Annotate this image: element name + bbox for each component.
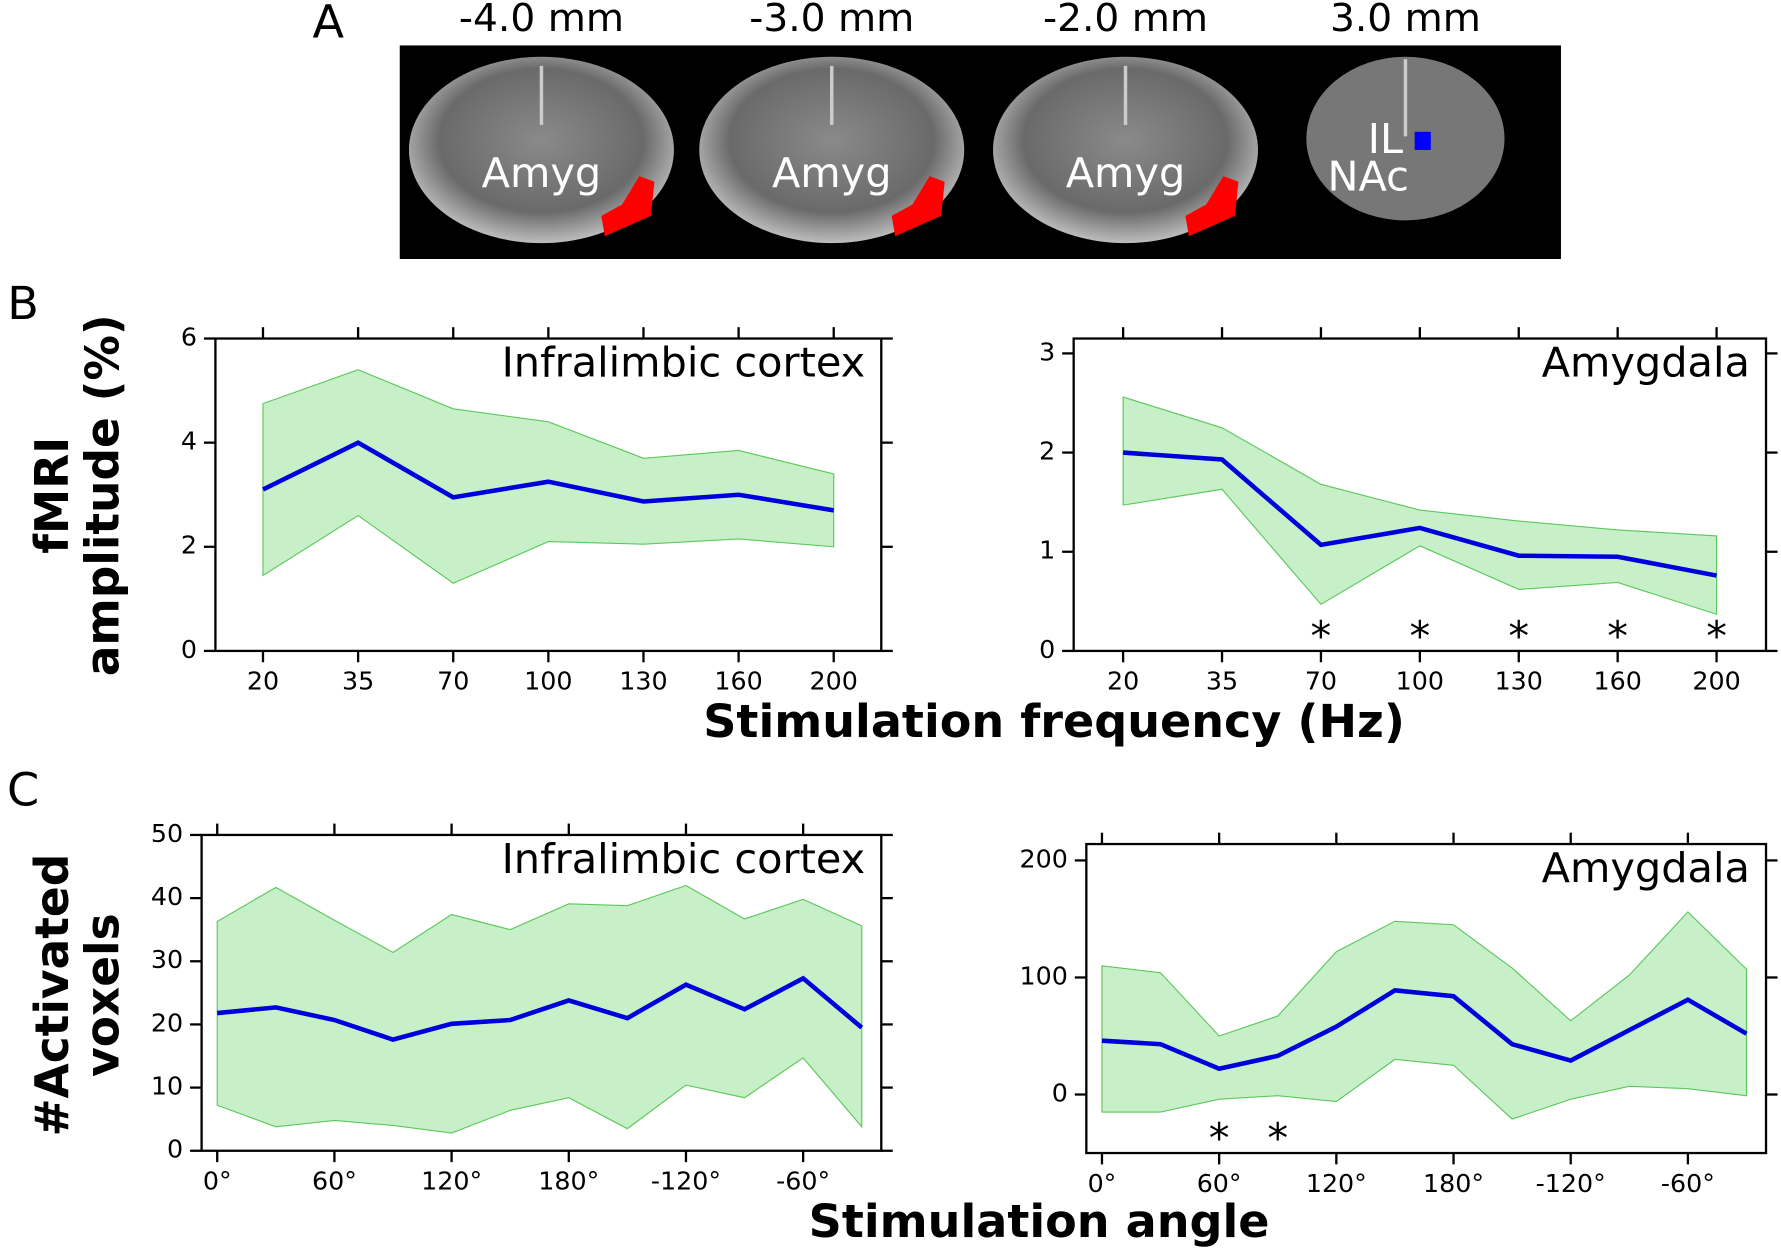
y-tick-label: 0 [181, 635, 197, 664]
y-axis-label: #Activated [26, 854, 79, 1137]
x-tick-label: -120° [651, 1167, 721, 1196]
slice-depth: -3.0 mm [749, 0, 914, 41]
brain-slice [1306, 56, 1505, 221]
region-highlight [1414, 131, 1431, 150]
y-tick-label: 4 [181, 427, 197, 456]
x-tick-label: 180° [538, 1167, 599, 1196]
region-label: NAc [1327, 153, 1408, 201]
plot-frame [214, 337, 883, 653]
y-tick-label: 50 [151, 819, 183, 848]
chart-title: Amygdala [1542, 339, 1750, 387]
region-highlight [891, 176, 945, 237]
y-tick-label: 10 [151, 1072, 183, 1101]
significance-mark: * [1508, 613, 1529, 661]
y-tick-label: 2 [181, 531, 197, 560]
y-tick-label: 6 [181, 323, 197, 352]
x-tick-label: 120° [1306, 1169, 1367, 1198]
y-tick-label: 2 [1039, 437, 1055, 466]
significance-mark: * [1607, 613, 1628, 661]
brain-slice [993, 56, 1258, 244]
mean-line [261, 440, 835, 513]
x-axis-label: Stimulation frequency (Hz) [703, 695, 1405, 748]
y-tick-label: 30 [151, 945, 183, 974]
panel-letter: A [313, 0, 345, 48]
slice-depth: -4.0 mm [459, 0, 624, 41]
significance-mark: * [1409, 613, 1430, 661]
error-band [1122, 396, 1718, 616]
x-tick-label: 100 [1396, 667, 1444, 696]
x-tick-label: 200 [810, 667, 858, 696]
plot-frame [1072, 337, 1768, 653]
x-tick-label: 130 [1495, 667, 1543, 696]
x-tick-label: 100 [524, 667, 572, 696]
y-tick-label: 1 [1039, 536, 1055, 565]
y-tick-label: 3 [1039, 338, 1055, 367]
mean-line [1101, 988, 1748, 1072]
significance-mark: * [1311, 613, 1332, 661]
x-tick-label: 60° [312, 1167, 357, 1196]
brain-slice [408, 56, 674, 244]
y-tick-label: 100 [1020, 962, 1068, 991]
x-tick-label: 35 [1206, 667, 1238, 696]
x-tick-label: 200 [1692, 667, 1740, 696]
error-band [1101, 911, 1748, 1120]
y-tick-label: 20 [151, 1009, 183, 1038]
region-label: Amyg [1066, 149, 1186, 197]
x-tick-label: 20 [1107, 667, 1139, 696]
chart-title: Infralimbic cortex [502, 339, 866, 387]
y-tick-label: 0 [1052, 1079, 1068, 1108]
x-tick-label: 160 [1593, 667, 1641, 696]
y-tick-label: 0 [167, 1135, 183, 1164]
chart-title: Amygdala [1542, 844, 1750, 892]
x-tick-label: -120° [1536, 1169, 1606, 1198]
mean-line [217, 975, 864, 1042]
y-axis-label: amplitude (%) [76, 314, 129, 676]
error-band [262, 369, 835, 584]
panel-letter: C [7, 764, 39, 817]
region-highlight [601, 176, 655, 237]
y-axis-label: voxels [76, 913, 129, 1077]
brain-slice [699, 56, 965, 244]
x-tick-label: 0° [203, 1167, 232, 1196]
significance-mark: * [1209, 1115, 1230, 1163]
significance-mark: * [1267, 1115, 1288, 1163]
x-tick-label: 0° [1088, 1169, 1117, 1198]
x-tick-label: 20 [247, 667, 279, 696]
chart-title: Infralimbic cortex [502, 835, 866, 883]
x-tick-label: 35 [342, 667, 374, 696]
region-label: Amyg [772, 149, 892, 197]
x-axis-label: Stimulation angle [809, 1195, 1270, 1248]
x-tick-label: 60° [1197, 1169, 1242, 1198]
x-tick-label: -60° [1661, 1169, 1715, 1198]
mean-line [1122, 450, 1718, 578]
y-tick-label: 40 [151, 882, 183, 911]
y-axis-label: fMRI [26, 437, 79, 554]
slice-depth: -2.0 mm [1043, 0, 1208, 41]
x-tick-label: 130 [619, 667, 667, 696]
x-tick-label: 120° [421, 1167, 482, 1196]
x-tick-label: -60° [776, 1167, 830, 1196]
region-label: Amyg [482, 149, 602, 197]
slice-depth: 3.0 mm [1330, 0, 1481, 41]
x-tick-label: 180° [1423, 1169, 1484, 1198]
x-tick-label: 160 [714, 667, 762, 696]
region-highlight [1185, 176, 1239, 237]
plot-frame [1085, 842, 1768, 1155]
x-tick-label: 70 [1305, 667, 1337, 696]
panel-letter: B [7, 277, 39, 330]
region-label: IL [1368, 115, 1403, 163]
y-tick-label: 200 [1020, 845, 1068, 874]
x-tick-label: 70 [437, 667, 469, 696]
significance-mark: * [1706, 613, 1727, 661]
y-tick-label: 0 [1039, 635, 1055, 664]
plot-frame [200, 833, 883, 1152]
